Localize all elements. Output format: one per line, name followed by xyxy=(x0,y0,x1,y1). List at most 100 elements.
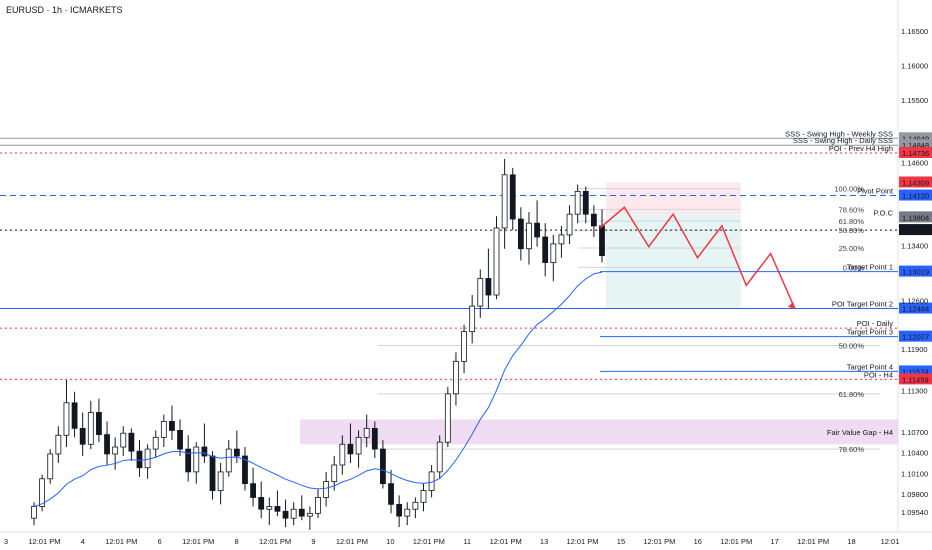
candle-body xyxy=(566,213,573,236)
candle-body xyxy=(590,213,597,227)
candle-body xyxy=(63,402,70,436)
level-label: POI - Daily xyxy=(857,319,894,328)
fib-label: 61.80% xyxy=(839,217,865,226)
candle-body xyxy=(128,432,135,452)
candle-body xyxy=(104,434,110,455)
time-tick-label: 12:01 PM xyxy=(643,537,675,546)
price-tag xyxy=(899,224,932,236)
candle-body xyxy=(47,453,54,480)
price-tag xyxy=(899,146,932,158)
price-tag xyxy=(899,373,932,385)
candle-body xyxy=(371,427,378,450)
candle-body xyxy=(274,506,281,512)
time-tick-label: 12:01 PM xyxy=(413,537,445,546)
time-tick-label: 12:01 PM xyxy=(259,537,291,546)
candle-body xyxy=(477,278,484,307)
time-tick-label: 16 xyxy=(694,537,702,546)
candle-body xyxy=(55,434,62,455)
chart-title: EURUSD · 1h · ICMARKETS xyxy=(6,5,123,15)
ema-line xyxy=(33,271,603,507)
candle-body xyxy=(517,218,524,250)
level-label: POI - Prev H4 High xyxy=(829,144,893,153)
candle-body xyxy=(461,331,467,362)
candle-body xyxy=(193,446,200,473)
price-tag-label: 1.11459 xyxy=(902,375,929,384)
price-tick-label: 1.14600 xyxy=(901,158,928,167)
level-label: Target Point 1 xyxy=(847,263,893,272)
candle-body xyxy=(177,430,183,450)
time-tick-label: 12:01 PM xyxy=(336,537,368,546)
candle-body xyxy=(120,432,127,448)
candle-body xyxy=(87,412,94,445)
candle-body xyxy=(347,443,354,455)
time-tick-label: 12:01 PM xyxy=(566,537,598,546)
candle-body xyxy=(217,471,224,491)
price-tag xyxy=(899,176,932,188)
time-tick-label: 12:01 PM xyxy=(105,537,137,546)
price-tag-label: 1.13019 xyxy=(902,268,929,277)
candle-body xyxy=(404,508,411,517)
candle-body xyxy=(209,455,216,491)
candle-body xyxy=(331,464,338,482)
fib-label: 50.00% xyxy=(839,341,865,350)
time-tick-label: 12:01 PM xyxy=(490,537,522,546)
time-tick-label: 12:01 PM xyxy=(182,537,214,546)
price-tick-label: 1.15500 xyxy=(901,96,928,105)
price-tick-label: 1.11300 xyxy=(901,386,928,395)
time-tick-label: 12:01 PM xyxy=(28,537,60,546)
time-tick-label: 3 xyxy=(4,537,8,546)
candle-body xyxy=(185,448,192,473)
price-tag-label: 1.13804 xyxy=(902,213,929,222)
fib-label: 0.00% xyxy=(843,263,865,272)
candle-body xyxy=(542,236,549,263)
candle-body xyxy=(282,510,289,519)
time-tick-label: 13 xyxy=(540,537,548,546)
time-tick-label: 12:01 PM xyxy=(720,537,752,546)
candle-body xyxy=(242,455,248,485)
price-tag-label: 1.14949 xyxy=(902,134,929,143)
price-tag xyxy=(899,365,932,377)
candle-body xyxy=(526,222,532,250)
candle-body xyxy=(250,483,256,498)
fib-label: 61.80% xyxy=(839,390,865,399)
candle-body xyxy=(550,243,557,263)
price-tick-label: 1.09540 xyxy=(901,508,928,517)
price-tag-label: 1.14736 xyxy=(902,149,929,158)
candle-body xyxy=(323,481,330,498)
time-tick-label: 6 xyxy=(158,537,162,546)
candle-body xyxy=(152,436,159,450)
candle-body xyxy=(169,421,175,431)
price-tag-label: 1.12077 xyxy=(902,333,929,342)
candle-body xyxy=(96,412,102,435)
candle-body xyxy=(31,506,37,519)
fib-label: 25.00% xyxy=(839,244,865,253)
level-label: Pivot Point xyxy=(857,187,894,196)
candle-body xyxy=(388,483,394,505)
candle-body xyxy=(412,501,419,510)
candle-body xyxy=(436,441,443,473)
candle-body xyxy=(258,497,265,510)
price-tick-label: 1.16500 xyxy=(901,27,928,36)
price-tick-label: 1.10400 xyxy=(901,449,928,458)
price-tick-label: 1.16000 xyxy=(901,62,928,71)
candle-body xyxy=(493,227,500,296)
level-label: SSS - Swing High - Daily SSS xyxy=(793,136,893,145)
candle-body xyxy=(380,448,386,485)
candle-body xyxy=(71,402,78,429)
price-tick-label: 1.13400 xyxy=(901,241,928,250)
price-tag-label: 41:56 xyxy=(902,226,921,235)
candle-body xyxy=(339,443,346,466)
price-tag-label: 1.14120 xyxy=(902,192,929,201)
candle-body xyxy=(599,225,605,257)
candle-body xyxy=(355,436,362,455)
price-tag xyxy=(899,132,932,144)
level-label: Target Point 4 xyxy=(847,362,893,371)
candle-body xyxy=(444,393,451,443)
candle-body xyxy=(79,427,86,445)
price-tick-label: 1.10100 xyxy=(901,469,928,478)
candle-body xyxy=(290,508,297,519)
candle-body xyxy=(112,446,119,455)
time-tick-label: 12:01 xyxy=(881,537,900,546)
projection-arrowhead xyxy=(788,301,795,309)
